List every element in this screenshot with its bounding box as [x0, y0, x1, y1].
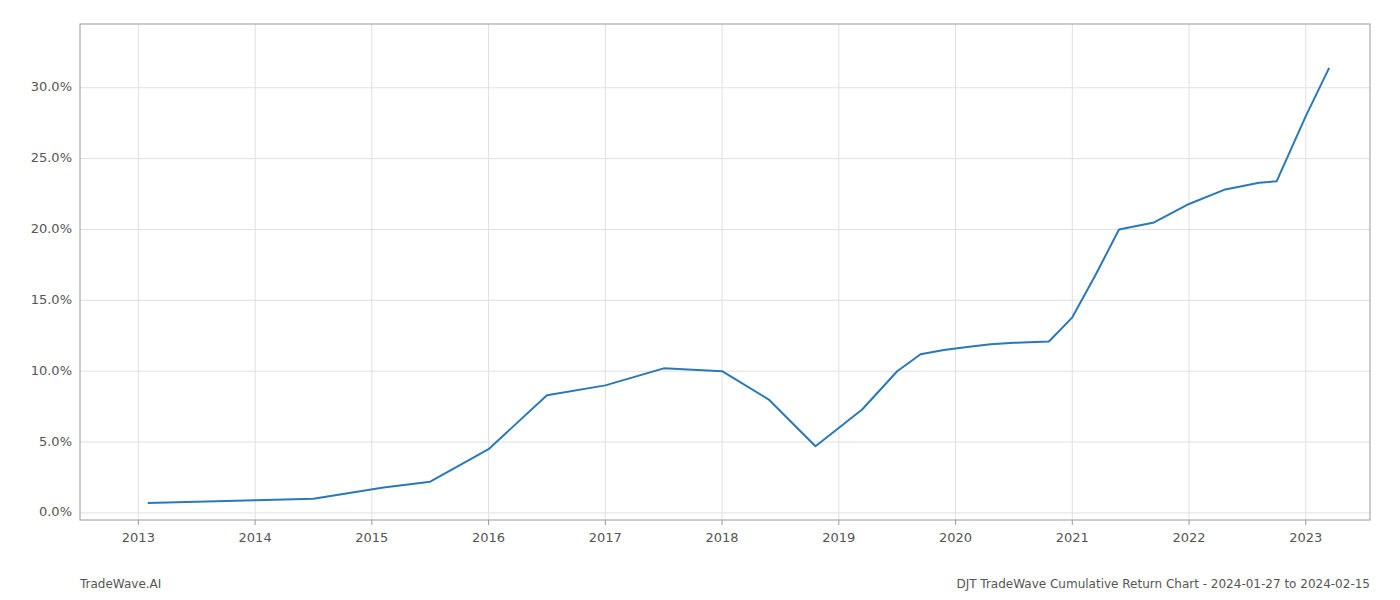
x-tick-label: 2019 — [822, 530, 855, 545]
x-tick-label: 2016 — [472, 530, 505, 545]
x-tick-label: 2013 — [122, 530, 155, 545]
y-tick-label: 0.0% — [39, 504, 72, 519]
x-tick — [1305, 520, 1306, 525]
x-tick-label: 2017 — [589, 530, 622, 545]
x-tick-label: 2023 — [1289, 530, 1322, 545]
y-tick-label: 10.0% — [31, 363, 72, 378]
x-grid-line — [138, 24, 139, 520]
footer-annotation: TradeWave.AI — [79, 577, 161, 591]
y-tick-label: 20.0% — [31, 221, 72, 236]
x-tick — [1072, 520, 1073, 525]
x-grid-line — [838, 24, 839, 520]
x-tick-label: 2020 — [939, 530, 972, 545]
x-grid-line — [1305, 24, 1306, 520]
line — [148, 68, 1329, 503]
y-grid-line — [80, 87, 1370, 88]
x-tick-label: 2018 — [706, 530, 739, 545]
y-grid-line — [80, 300, 1370, 301]
y-tick-label: 30.0% — [31, 79, 72, 94]
x-grid-line — [722, 24, 723, 520]
x-tick-label: 2021 — [1056, 530, 1089, 545]
axes: 0.0% 5.0% 10.0% 15.0% 20.0% 25.0% 30.0% 2013 201… — [31, 24, 1370, 545]
x-tick — [488, 520, 489, 525]
y-grid-line — [80, 158, 1370, 159]
plot-area — [148, 68, 1329, 503]
x-grid-line — [1189, 24, 1190, 520]
x-tick — [138, 520, 139, 525]
y-grid-line — [80, 371, 1370, 372]
footer-annotation: DJT TradeWave Cumulative Return Chart - … — [956, 577, 1370, 591]
x-tick — [955, 520, 956, 525]
x-tick — [371, 520, 372, 525]
x-tick — [605, 520, 606, 525]
y-tick-label: 25.0% — [31, 150, 72, 165]
x-tick — [1189, 520, 1190, 525]
x-grid-line — [488, 24, 489, 520]
x-tick-label: 2015 — [355, 530, 388, 545]
x-tick — [838, 520, 839, 525]
plot-frame — [80, 24, 1370, 520]
y-grid-line — [80, 512, 1370, 513]
x-tick — [255, 520, 256, 525]
y-grid-line — [80, 229, 1370, 230]
x-tick-label: 2014 — [239, 530, 272, 545]
x-tick — [722, 520, 723, 525]
x-grid-line — [371, 24, 372, 520]
grid — [80, 24, 1370, 520]
y-grid-line — [80, 442, 1370, 443]
y-tick-label: 15.0% — [31, 292, 72, 307]
x-grid-line — [1072, 24, 1073, 520]
x-grid-line — [255, 24, 256, 520]
y-tick-label: 5.0% — [39, 434, 72, 449]
x-grid-line — [605, 24, 606, 520]
chart: 0.0% 5.0% 10.0% 15.0% 20.0% 25.0% 30.0% 2013 201… — [0, 0, 1400, 600]
x-tick-label: 2022 — [1173, 530, 1206, 545]
x-grid-line — [955, 24, 956, 520]
